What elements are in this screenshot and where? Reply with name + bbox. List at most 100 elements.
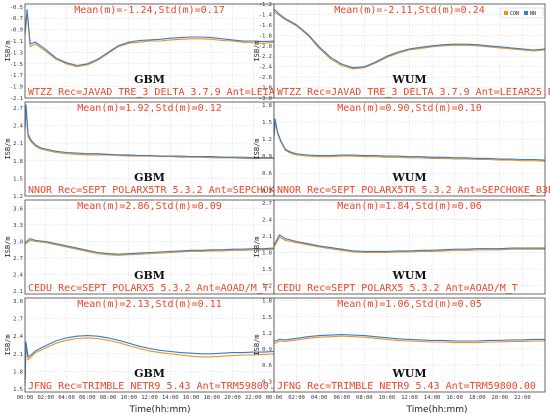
y-tick-label: -1.6 xyxy=(259,23,272,29)
y-tick-label: 2.7 xyxy=(13,317,23,323)
y-tick-label: 2.4 xyxy=(262,217,273,223)
y-tick-label: -1.2 xyxy=(259,2,272,8)
stats-text: Mean(m)=-1.24,Std(m)=0.17 xyxy=(74,5,225,16)
y-axis-label: ISB/m xyxy=(4,138,12,159)
y-tick-label: 3.3 xyxy=(13,223,23,229)
y-tick-label: -1.3 xyxy=(10,50,23,56)
y-tick-label: 1.8 xyxy=(262,251,272,257)
station-caption: NNOR Rec=SEPT POLARX5TR 5.3.2 Ant=SEPCHO… xyxy=(277,185,550,196)
x-tick-label: 18:00 xyxy=(203,395,220,401)
plot-frame xyxy=(273,199,546,295)
chart-panel-5: 3.63.33.02.72.42.1ISB/mMean(m)=2.86,Std(… xyxy=(4,199,275,295)
station-caption: WTZZ Rec=JAVAD TRE_3 DELTA 3.7.9 Ant=LEI… xyxy=(28,87,311,98)
product-label: GBM xyxy=(134,73,165,86)
x-tick-label: 06:00 xyxy=(333,395,350,401)
series-line-orange xyxy=(273,236,545,254)
chart-panel-8: 1.8 1.5 1.2 0.9 0.6 0.3 00:00 02:00 04:00 06:00 08… xyxy=(253,297,546,401)
y-tick-label: 2.1 xyxy=(13,289,23,295)
chart-panel-1: -0.5 -0.7 -0.9 -1.1 -1.3 -1.5 -1.7 -1.9 -2.1 ISB/… xyxy=(4,3,311,102)
y-tick-label: 1.8 xyxy=(13,159,23,165)
x-tick-label: 20:00 xyxy=(224,395,241,401)
y-tick-label: 1.5 xyxy=(13,387,23,393)
y-tick-label: -1.4 xyxy=(259,12,273,18)
y-axis-label: ISB/m xyxy=(4,334,12,355)
station-caption: NNOR Rec=SEPT POLARX5TR 5.3.2 Ant=SEPCHO… xyxy=(28,185,311,196)
y-tick-label: 3.6 xyxy=(13,206,23,212)
y-tick-label: -0.7 xyxy=(10,16,23,22)
series-line-orange xyxy=(24,107,274,159)
series-line-orange xyxy=(273,11,546,70)
y-tick-label: 0.6 xyxy=(262,363,272,369)
series-line-orange xyxy=(273,335,545,345)
y-axis-label: ISB/m xyxy=(253,236,261,257)
y-tick-label: -2.1 xyxy=(10,96,23,102)
y-tick-label: 1.2 xyxy=(262,331,272,337)
y-tick-label: -1.8 xyxy=(259,33,272,39)
product-label: WUM xyxy=(391,171,426,184)
y-tick-label: -2.6 xyxy=(259,75,272,81)
y-tick-label: 1.2 xyxy=(262,284,272,290)
y-tick-label: -0.9 xyxy=(10,28,23,34)
y-tick-label: 1.8 xyxy=(262,299,272,305)
product-label: GBM xyxy=(134,171,165,184)
series-line-blue xyxy=(273,118,546,161)
x-tick-label: 12:00 xyxy=(401,395,418,401)
y-tick-label: -1.9 xyxy=(10,85,23,91)
stats-text: Mean(m)=0.90,Std(m)=0.10 xyxy=(337,103,482,114)
y-tick-label: 2.4 xyxy=(13,124,24,130)
x-tick-label: 06:00 xyxy=(79,395,96,401)
x-tick-label: 14:00 xyxy=(162,395,179,401)
legend-label: NN xyxy=(530,11,536,17)
y-axis-label: ISB/m xyxy=(4,40,12,61)
y-tick-label: 1.2 xyxy=(13,194,23,200)
x-tick-label: 00:00 xyxy=(17,395,34,401)
station-caption: JFNG Rec=TRIMBLE NETR9 5.43 Ant=TRM59800… xyxy=(28,381,287,392)
station-caption: JFNG Rec=TRIMBLE NETR9 5.43 Ant=TRM59800… xyxy=(277,381,536,392)
x-tick-label: 00:00 xyxy=(266,395,283,401)
y-tick-label: 2.4 xyxy=(13,334,24,340)
chart-panel-2: -1.2 -1.4 -1.6 -1.8 -2.0 -2.2 -2.4 -2.6 -2.8 -3.0… xyxy=(253,2,550,102)
x-tick-label: 20:00 xyxy=(492,395,509,401)
chart-panel-7: 3.02.72.42.11.81.500:00 02:00 04:00 06:00 08… xyxy=(4,297,287,401)
chart-panel-3: 2.72.42.11.81.51.2ISB/mMean(m)=1.92,Std(… xyxy=(4,101,311,200)
series-line-orange xyxy=(24,239,275,256)
y-tick-label: 0.6 xyxy=(262,171,272,177)
y-tick-label: 2.4 xyxy=(13,273,24,279)
stats-text: Mean(m)=1.06,Std(m)=0.05 xyxy=(337,299,482,310)
x-tick-label: 16:00 xyxy=(183,395,200,401)
series-line-blue xyxy=(24,238,275,255)
y-tick-label: 1.2 xyxy=(262,137,272,143)
x-axis-label-left: Time(hh:mm) xyxy=(128,405,190,415)
chart-panels: -0.5 -0.7 -0.9 -1.1 -1.3 -1.5 -1.7 -1.9 -2.1 ISB/… xyxy=(4,2,550,401)
legend-swatch xyxy=(504,11,508,15)
x-tick-label: 10:00 xyxy=(120,395,137,401)
plot-frame xyxy=(273,3,546,99)
x-tick-label: 08:00 xyxy=(356,395,373,401)
product-label: GBM xyxy=(134,367,165,380)
y-axis-label: ISB/m xyxy=(253,334,261,355)
legend: CON NN xyxy=(500,7,544,19)
y-tick-label: -2.2 xyxy=(259,54,272,60)
station-caption: CEDU Rec=SEPT POLARX5 5.3.2 Ant=AOAD/M_T xyxy=(28,283,269,294)
y-tick-label: 1.8 xyxy=(262,103,272,109)
y-axis-label: ISB/m xyxy=(4,236,12,257)
product-label: WUM xyxy=(391,73,426,86)
x-tick-label: 12:00 xyxy=(141,395,158,401)
y-tick-label: 3.0 xyxy=(13,299,23,305)
y-tick-label: 1.5 xyxy=(262,267,272,273)
y-tick-label: -1.5 xyxy=(10,62,23,68)
x-tick-label: 02:00 xyxy=(288,395,305,401)
series-line-blue xyxy=(24,9,275,67)
x-tick-label: 16:00 xyxy=(446,395,463,401)
product-label: WUM xyxy=(391,269,426,282)
y-tick-label: -2.8 xyxy=(259,86,272,92)
y-tick-label: 1.5 xyxy=(13,176,23,182)
stats-text: Mean(m)=2.13,Std(m)=0.11 xyxy=(77,299,222,310)
stats-text: Mean(m)=1.84,Std(m)=0.06 xyxy=(337,201,482,212)
y-tick-label: -2.4 xyxy=(259,65,273,71)
series-line-blue xyxy=(24,104,274,159)
plot-frame xyxy=(273,297,546,393)
series-line-orange xyxy=(24,337,275,387)
x-tick-label: 02:00 xyxy=(37,395,54,401)
